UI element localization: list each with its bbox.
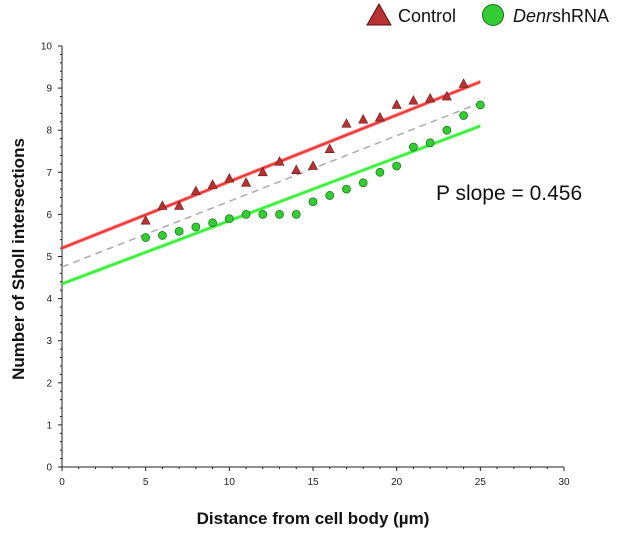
control-point bbox=[441, 90, 452, 101]
control-point bbox=[140, 215, 151, 225]
y-tick-label: 4 bbox=[46, 294, 52, 305]
denr-point bbox=[475, 100, 485, 110]
x-tick-label: 25 bbox=[475, 477, 487, 488]
control-point bbox=[458, 78, 469, 88]
x-tick-label: 0 bbox=[59, 477, 65, 488]
x-tick-label: 20 bbox=[391, 477, 403, 488]
control-point bbox=[174, 200, 185, 210]
legend-control-label: Control bbox=[398, 6, 456, 26]
control-point bbox=[324, 143, 335, 153]
control-point bbox=[341, 118, 352, 128]
denr-point bbox=[392, 161, 402, 171]
control-point bbox=[291, 164, 302, 174]
y-tick-label: 8 bbox=[46, 126, 52, 137]
control-point bbox=[157, 200, 168, 210]
denr-point bbox=[275, 209, 284, 219]
y-tick-label: 9 bbox=[46, 84, 52, 95]
y-axis-title: Number of Sholl intersections bbox=[9, 138, 28, 380]
legend-denr-marker bbox=[482, 4, 504, 26]
plot-layer: 0 1 2 3 4 5 6 7 8 9 10 0 5 10 15 20 25 30 bbox=[41, 42, 570, 489]
legend-denr-label-italic: Denr bbox=[513, 6, 553, 26]
denr-fit-band-lower bbox=[61, 127, 481, 286]
denr-point bbox=[157, 231, 167, 240]
denr-point bbox=[442, 125, 452, 135]
legend-denr-label: DenrshRNA bbox=[513, 6, 609, 26]
y-tick-label: 3 bbox=[46, 336, 52, 347]
denr-point bbox=[208, 218, 218, 228]
control-point bbox=[374, 111, 385, 122]
control-point bbox=[391, 99, 402, 109]
denr-point bbox=[174, 226, 184, 236]
control-fit-line bbox=[61, 80, 481, 250]
x-axis-title: Distance from cell body (µm) bbox=[197, 509, 430, 528]
denr-point bbox=[342, 184, 351, 194]
control-fit-band-upper bbox=[61, 79, 481, 248]
denr-point bbox=[358, 178, 368, 188]
control-point bbox=[257, 166, 268, 177]
control-point bbox=[190, 185, 201, 196]
denr-point bbox=[459, 111, 469, 120]
denr-point bbox=[291, 209, 301, 219]
control-point bbox=[408, 95, 419, 105]
x-tick-label: 5 bbox=[143, 477, 149, 488]
pooled-fit-line bbox=[61, 102, 481, 268]
p-slope-annotation: P slope = 0.456 bbox=[436, 182, 582, 205]
denr-point bbox=[241, 209, 251, 219]
denr-point bbox=[191, 222, 201, 232]
y-tick-label: 6 bbox=[46, 210, 52, 221]
control-point bbox=[358, 114, 369, 124]
denr-point bbox=[141, 233, 151, 242]
denr-fit-band-upper bbox=[61, 124, 481, 283]
denr-fit-line bbox=[61, 125, 481, 285]
y-tick-label: 5 bbox=[46, 252, 52, 263]
denr-point bbox=[425, 138, 435, 148]
y-tick-label: 2 bbox=[46, 378, 52, 389]
y-tick-label: 1 bbox=[46, 420, 52, 431]
denr-point bbox=[308, 197, 318, 207]
y-tick-label: 7 bbox=[46, 168, 52, 179]
control-point bbox=[308, 160, 318, 170]
denr-point bbox=[224, 214, 234, 224]
control-point bbox=[274, 156, 285, 166]
legend: Control DenrshRNA bbox=[366, 2, 609, 26]
control-point bbox=[224, 172, 235, 183]
legend-denr-label-rest: shRNA bbox=[552, 6, 609, 26]
denr-point bbox=[325, 191, 335, 200]
control-fit-band-lower bbox=[61, 82, 481, 251]
denr-point bbox=[408, 142, 418, 152]
x-tick-label: 10 bbox=[224, 477, 236, 488]
x-tick-label: 30 bbox=[558, 477, 570, 488]
control-point bbox=[241, 177, 252, 187]
y-tick-label: 10 bbox=[41, 42, 53, 53]
control-point bbox=[207, 179, 218, 189]
x-tick-label: 15 bbox=[307, 477, 319, 488]
y-tick-label: 0 bbox=[46, 463, 52, 474]
control-point bbox=[425, 92, 436, 103]
denr-point bbox=[258, 209, 268, 219]
denr-point bbox=[375, 167, 385, 177]
legend-control-marker bbox=[366, 2, 392, 26]
